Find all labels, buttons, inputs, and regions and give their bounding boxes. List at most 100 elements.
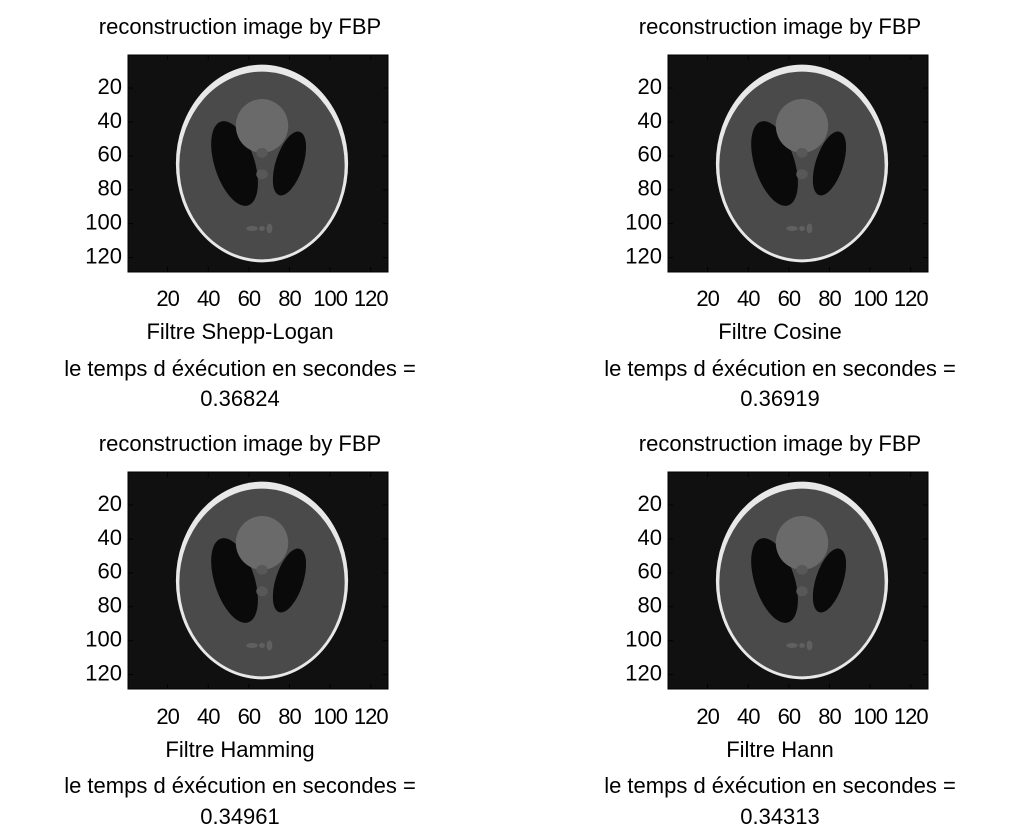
x-tick-label: 60: [238, 704, 261, 729]
caption: le temps d éxécution en secondes =: [64, 356, 416, 381]
image: [667, 54, 929, 273]
axes-box: [667, 54, 929, 273]
phantom-region: [719, 488, 885, 677]
axes-box: [127, 471, 389, 690]
x-axis-label: Filtre Shepp-Logan: [146, 319, 333, 344]
phantom-region: [796, 169, 808, 180]
y-tick-label: 60: [638, 559, 662, 584]
y-tick-label: 120: [85, 243, 122, 268]
phantom-region: [256, 147, 268, 158]
x-tick-label: 100: [853, 704, 887, 729]
y-tick-label: 100: [85, 626, 122, 651]
y-tick-label: 60: [638, 142, 662, 167]
phantom-region: [246, 226, 258, 231]
x-tick-label: 20: [156, 704, 179, 729]
y-tick-label: 80: [638, 593, 662, 618]
x-tick-label: 80: [818, 704, 841, 729]
execution-time: 0.34313: [740, 804, 820, 829]
y-tick-label: 80: [98, 176, 122, 201]
chart-title: reconstruction image by FBP: [639, 14, 921, 39]
phantom-region: [246, 643, 258, 648]
x-axis-label: Filtre Hamming: [165, 737, 314, 762]
phantom-region: [799, 226, 805, 231]
x-tick-label: 40: [737, 704, 760, 729]
phantom-region: [806, 223, 813, 234]
phantom-region: [796, 586, 808, 597]
phantom-region: [719, 71, 885, 260]
x-tick-label: 40: [197, 704, 220, 729]
execution-time: 0.34961: [200, 804, 280, 829]
y-tick-label: 100: [625, 626, 662, 651]
phantom-region: [272, 548, 307, 613]
phantom-region: [796, 564, 808, 575]
phantom-region: [812, 548, 847, 613]
x-tick-label: 20: [696, 286, 719, 311]
chart-title: reconstruction image by FBP: [639, 431, 921, 456]
x-tick-label: 120: [894, 704, 928, 729]
x-tick-label: 120: [354, 286, 388, 311]
execution-time: 0.36824: [200, 386, 280, 411]
phantom-region: [256, 586, 268, 597]
chart-title: reconstruction image by FBP: [99, 431, 381, 456]
x-tick-label: 20: [696, 704, 719, 729]
phantom-region: [235, 99, 289, 153]
y-tick-label: 40: [638, 108, 662, 133]
x-tick-label: 60: [778, 704, 801, 729]
x-tick-label: 100: [313, 286, 347, 311]
x-tick-label: 80: [278, 286, 301, 311]
x-tick-label: 80: [278, 704, 301, 729]
y-tick-label: 100: [85, 209, 122, 234]
x-tick-label: 20: [156, 286, 179, 311]
y-tick-label: 60: [98, 142, 122, 167]
caption: le temps d éxécution en secondes =: [604, 356, 956, 381]
y-tick-label: 100: [625, 209, 662, 234]
phantom-region: [786, 643, 798, 648]
phantom-region: [806, 640, 813, 651]
phantom-region: [259, 643, 265, 648]
y-tick-label: 80: [98, 593, 122, 618]
phantom-region: [179, 488, 345, 677]
x-tick-label: 120: [894, 286, 928, 311]
y-tick-label: 60: [98, 559, 122, 584]
phantom-region: [259, 226, 265, 231]
phantom-region: [179, 71, 345, 260]
image: [667, 471, 929, 690]
chart-title: reconstruction image by FBP: [99, 14, 381, 39]
y-tick-label: 40: [638, 525, 662, 550]
x-tick-label: 40: [737, 286, 760, 311]
phantom-region: [256, 169, 268, 180]
image: [127, 471, 389, 690]
y-tick-label: 40: [98, 108, 122, 133]
phantom-region: [272, 131, 307, 196]
y-tick-label: 20: [638, 74, 662, 99]
x-axis-label: Filtre Cosine: [718, 319, 841, 344]
phantom-region: [812, 131, 847, 196]
x-tick-label: 100: [313, 704, 347, 729]
y-tick-label: 80: [638, 176, 662, 201]
x-tick-label: 120: [354, 704, 388, 729]
x-tick-label: 60: [778, 286, 801, 311]
phantom-region: [266, 223, 273, 234]
y-tick-label: 20: [98, 74, 122, 99]
phantom-region: [775, 516, 829, 570]
phantom-region: [775, 99, 829, 153]
phantom-region: [256, 564, 268, 575]
image: [127, 54, 389, 273]
phantom-region: [266, 640, 273, 651]
caption: le temps d éxécution en secondes =: [64, 773, 416, 798]
phantom-region: [786, 226, 798, 231]
x-tick-label: 40: [197, 286, 220, 311]
y-tick-label: 20: [638, 491, 662, 516]
y-tick-label: 120: [85, 660, 122, 685]
x-tick-label: 100: [853, 286, 887, 311]
y-tick-label: 40: [98, 525, 122, 550]
phantom-region: [796, 147, 808, 158]
execution-time: 0.36919: [740, 386, 820, 411]
x-axis-label: Filtre Hann: [726, 737, 834, 762]
axes-box: [127, 54, 389, 273]
x-tick-label: 60: [238, 286, 261, 311]
x-tick-label: 80: [818, 286, 841, 311]
y-tick-label: 120: [625, 243, 662, 268]
phantom-region: [799, 643, 805, 648]
